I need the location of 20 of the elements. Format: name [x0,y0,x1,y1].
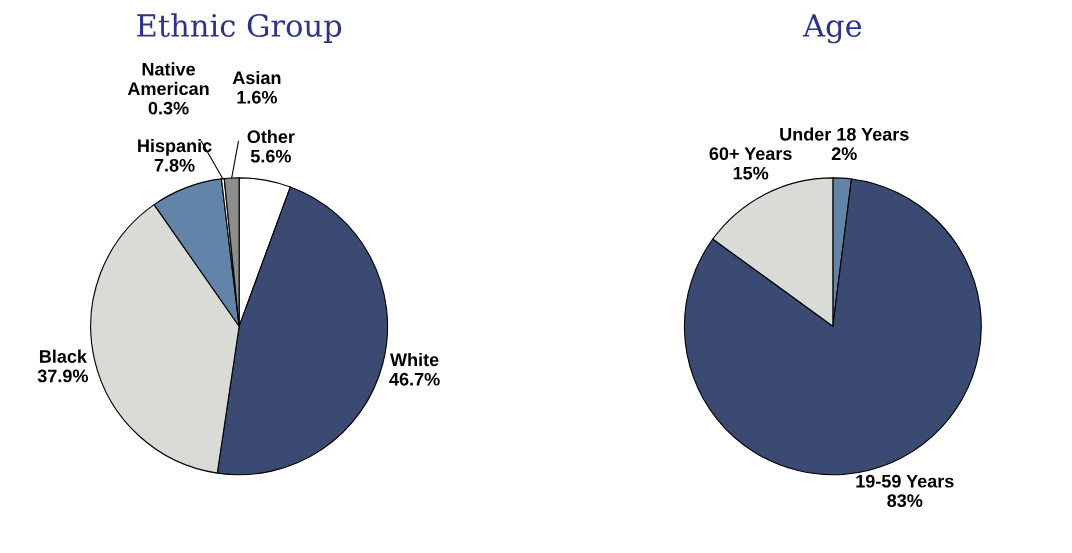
slice-label: 60+ Years [709,147,792,161]
slice-label: 19-59 Years [856,474,954,488]
slice-label: Native American [127,62,209,96]
data-label: 7.8% [154,158,195,172]
slice-label: Other [247,129,295,144]
pie-slice [683,178,982,476]
slice-label: Black [39,349,87,363]
data-label: 1.6% [237,90,277,104]
slice-label: Under 18 Years [780,127,909,141]
data-label: 37.9% [37,369,88,383]
data-label: 0.3% [148,101,189,115]
data-label: 15% [733,166,769,180]
data-label: 5.6% [250,149,291,163]
slice-label: White [390,352,439,367]
slice-label: Asian [232,70,281,85]
data-label: 2% [831,147,857,161]
data-label: 46.7% [389,372,440,386]
chart-title: Age [802,14,862,44]
data-label: 83% [887,494,923,508]
chart-title: Ethnic Group [137,13,342,43]
